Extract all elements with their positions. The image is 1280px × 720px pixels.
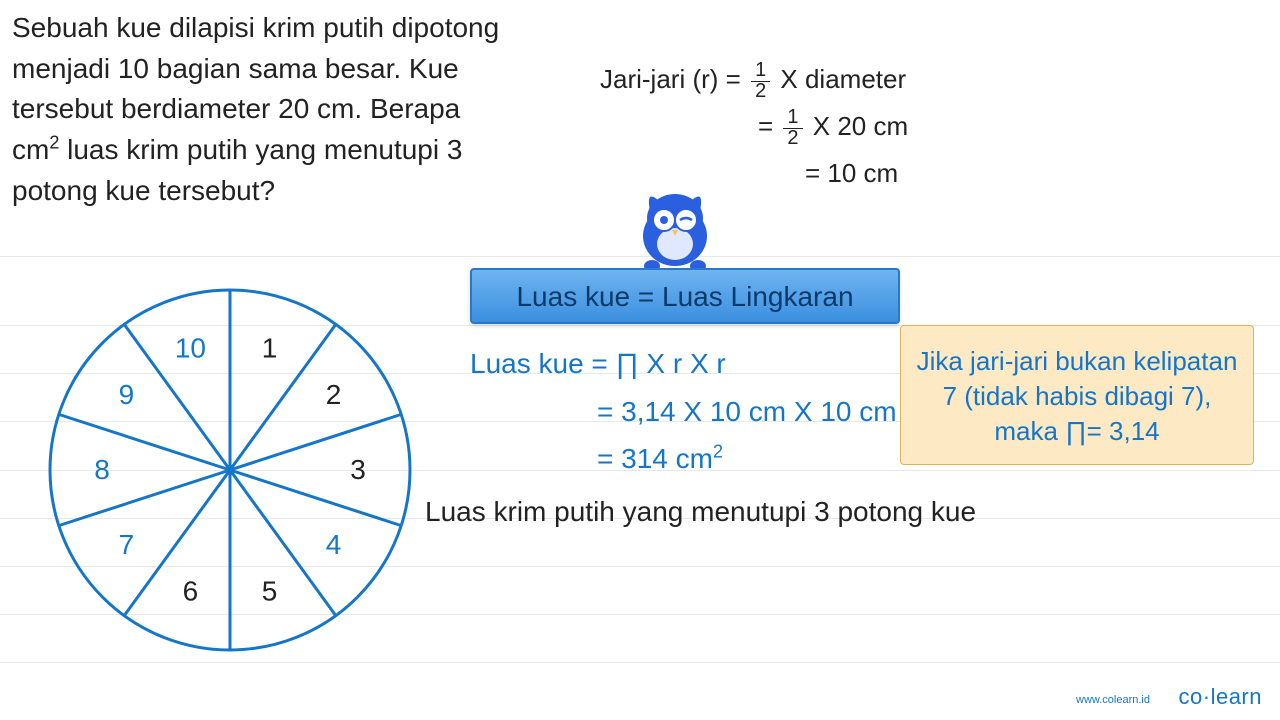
pi-note-box: Jika jari-jari bukan kelipatan 7 (tidak … [900,325,1254,465]
problem-statement: Sebuah kue dilapisi krim putih dipotong … [12,8,512,211]
area-line2: = 3,14 X 10 cm X 10 cm [597,396,897,427]
svg-text:10: 10 [175,332,206,363]
area-calculation: Luas kue = ∏ X r X r = 3,14 X 10 cm X 10… [470,340,897,483]
formula-banner: Luas kue = Luas Lingkaran [470,268,900,324]
radius-line2-rest: X 20 cm [806,111,909,141]
mascot-icon [620,176,730,271]
fraction-half-2: 12 [783,107,802,149]
svg-text:5: 5 [262,576,278,607]
svg-text:9: 9 [119,379,135,410]
radius-line1-rest: X diameter [773,64,906,94]
svg-text:6: 6 [183,576,199,607]
bottom-question: Luas krim putih yang menutupi 3 potong k… [425,496,976,528]
area-line1: Luas kue = ∏ X r X r [470,340,897,388]
area-line3: = 314 cm [597,443,713,474]
pie-diagram: 1 2 3 4 5 6 7 8 9 10 [40,280,420,660]
svg-text:1: 1 [262,332,278,363]
svg-text:3: 3 [350,454,366,485]
svg-text:7: 7 [119,529,135,560]
fraction-half-1: 12 [751,60,770,102]
area-line3-sup: 2 [713,442,723,462]
svg-text:2: 2 [326,379,342,410]
svg-text:8: 8 [94,454,110,485]
logo-url: www.colearn.id [1076,694,1150,706]
problem-text: Sebuah kue dilapisi krim putih dipotong … [12,12,499,206]
radius-label: Jari-jari (r) = [600,64,748,94]
logo-text: co·learn [1179,684,1262,710]
svg-text:4: 4 [326,529,342,560]
